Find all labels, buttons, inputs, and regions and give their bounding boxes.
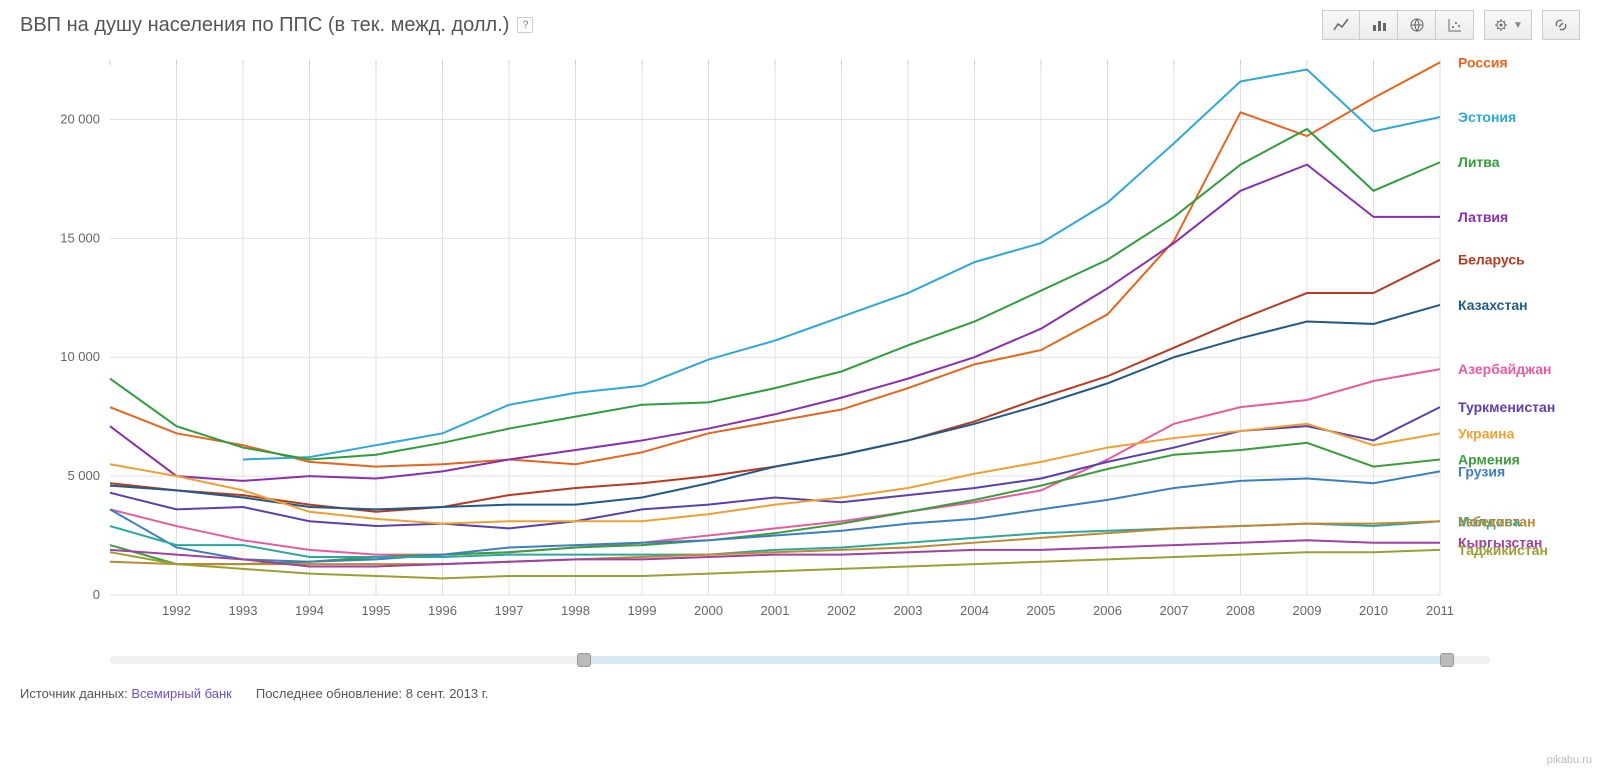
svg-text:2010: 2010 bbox=[1359, 603, 1388, 618]
chart-area: 0 5 000 10 000 15 000 20 000 1992 1993 1994 1995… bbox=[20, 50, 1580, 650]
svg-text:2003: 2003 bbox=[894, 603, 923, 618]
scatter-icon[interactable] bbox=[1436, 10, 1474, 40]
svg-text:2000: 2000 bbox=[694, 603, 723, 618]
svg-text:2007: 2007 bbox=[1160, 603, 1189, 618]
svg-text:1994: 1994 bbox=[295, 603, 324, 618]
svg-text:2008: 2008 bbox=[1226, 603, 1255, 618]
chart-title: ВВП на душу населения по ППС (в тек. меж… bbox=[20, 14, 509, 37]
legend-label[interactable]: Беларусь bbox=[1458, 252, 1525, 268]
svg-text:1992: 1992 bbox=[162, 603, 191, 618]
legend-label[interactable]: Украина bbox=[1458, 425, 1515, 441]
svg-text:5 000: 5 000 bbox=[67, 468, 100, 483]
legend-label[interactable]: Туркменистан bbox=[1458, 399, 1555, 415]
svg-text:1998: 1998 bbox=[561, 603, 590, 618]
svg-text:2011: 2011 bbox=[1426, 603, 1454, 618]
svg-text:1993: 1993 bbox=[229, 603, 258, 618]
legend-label[interactable]: Грузия bbox=[1458, 463, 1505, 479]
gear-icon[interactable]: ▼ bbox=[1484, 10, 1532, 40]
slider-selection bbox=[584, 656, 1447, 664]
svg-text:0: 0 bbox=[93, 587, 100, 602]
svg-text:1997: 1997 bbox=[495, 603, 524, 618]
legend-label[interactable]: Эстония bbox=[1458, 109, 1516, 125]
footer: Источник данных: Всемирный банк Последне… bbox=[20, 686, 1580, 701]
updated-value: 8 сент. 2013 г. bbox=[406, 686, 489, 701]
slider-handle-right[interactable] bbox=[1440, 653, 1454, 667]
svg-text:2005: 2005 bbox=[1027, 603, 1056, 618]
line-chart-icon[interactable] bbox=[1322, 10, 1360, 40]
watermark: pikabu.ru bbox=[1547, 754, 1592, 766]
svg-text:2006: 2006 bbox=[1093, 603, 1122, 618]
svg-text:20 000: 20 000 bbox=[60, 111, 100, 126]
svg-text:1996: 1996 bbox=[428, 603, 457, 618]
slider-handle-left[interactable] bbox=[577, 653, 591, 667]
svg-text:2004: 2004 bbox=[960, 603, 989, 618]
legend-label[interactable]: Узбекистан bbox=[1458, 513, 1536, 529]
link-icon[interactable] bbox=[1542, 10, 1580, 40]
svg-text:2002: 2002 bbox=[827, 603, 856, 618]
header: ВВП на душу населения по ППС (в тек. меж… bbox=[20, 10, 1580, 40]
help-icon[interactable]: ? bbox=[517, 17, 533, 33]
svg-text:2009: 2009 bbox=[1293, 603, 1322, 618]
svg-text:10 000: 10 000 bbox=[60, 349, 100, 364]
updated-label: Последнее обновление: bbox=[256, 686, 402, 701]
legend-label[interactable]: Латвия bbox=[1458, 209, 1508, 225]
source-label: Источник данных: bbox=[20, 686, 128, 701]
svg-text:2001: 2001 bbox=[761, 603, 790, 618]
svg-text:1995: 1995 bbox=[362, 603, 391, 618]
legend-label[interactable]: Казахстан bbox=[1458, 297, 1528, 313]
legend-label[interactable]: Литва bbox=[1458, 154, 1500, 170]
legend-label[interactable]: Азербайджан bbox=[1458, 361, 1552, 377]
legend-label[interactable]: Таджикистан bbox=[1458, 542, 1548, 558]
line-chart: 0 5 000 10 000 15 000 20 000 1992 1993 1994 1995… bbox=[20, 50, 1580, 630]
toolbar: ▼ bbox=[1322, 10, 1580, 40]
svg-text:1999: 1999 bbox=[628, 603, 657, 618]
time-slider[interactable] bbox=[110, 656, 1490, 664]
source-link[interactable]: Всемирный банк bbox=[131, 686, 231, 701]
globe-icon[interactable] bbox=[1398, 10, 1436, 40]
legend-label[interactable]: Россия bbox=[1458, 54, 1508, 70]
svg-text:15 000: 15 000 bbox=[60, 230, 100, 245]
bar-chart-icon[interactable] bbox=[1360, 10, 1398, 40]
